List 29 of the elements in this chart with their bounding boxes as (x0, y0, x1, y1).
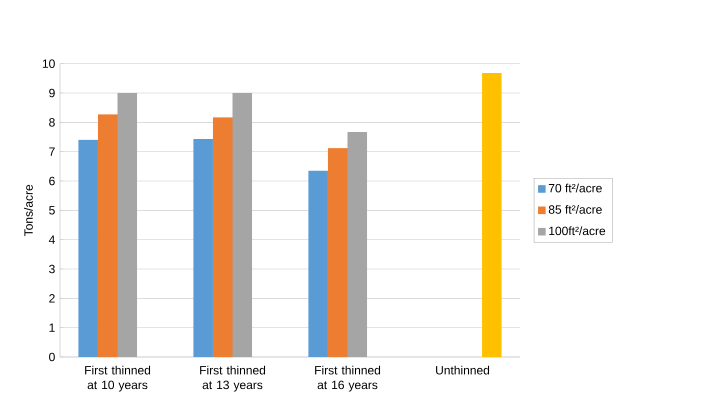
y-tick-label: 3 (49, 264, 55, 274)
y-tick-label: 5 (49, 206, 55, 215)
x-tick-label: First thinned at 13 years (200, 366, 266, 392)
bar (328, 148, 348, 357)
y-tick-label: 2 (49, 294, 55, 303)
bar (232, 92, 252, 357)
bar (193, 139, 213, 357)
bar (98, 114, 118, 357)
x-tick-label: Unthinned (436, 366, 490, 375)
x-tick-label: First thinned at 16 years (315, 366, 380, 392)
bar (118, 92, 138, 357)
y-axis-title: Tons/acre (24, 184, 33, 236)
legend-label: 70 ft²/acre (548, 184, 602, 192)
y-tick-label: 7 (49, 148, 55, 156)
y-tick-label: 9 (49, 88, 55, 98)
y-tick-label: 1 (50, 324, 55, 332)
y-tick-label: 6 (49, 176, 55, 186)
legend-label: 100ft²/acre (549, 226, 606, 236)
y-tick-label: 0 (49, 352, 55, 362)
bar (347, 132, 368, 357)
y-tick-label: 10 (42, 59, 55, 68)
y-tick-label: 8 (49, 118, 55, 127)
y-tick-label: 4 (48, 236, 55, 244)
bar (308, 170, 328, 357)
bar (78, 140, 98, 357)
bar (212, 117, 232, 357)
x-tick-label: First thinned at 10 years (85, 366, 150, 392)
legend-label: 85 ft²/acre (548, 204, 602, 214)
bar (482, 73, 502, 357)
